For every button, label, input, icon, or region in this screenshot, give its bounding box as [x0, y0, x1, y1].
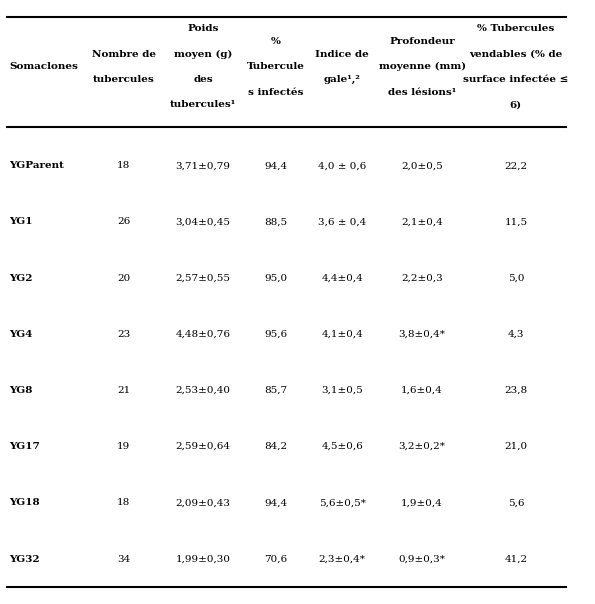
Text: 3,04±0,45: 3,04±0,45 — [176, 217, 231, 226]
Text: 3,6 ± 0,4: 3,6 ± 0,4 — [318, 217, 367, 226]
Text: 4,3: 4,3 — [508, 330, 524, 339]
Text: 4,1±0,4: 4,1±0,4 — [321, 330, 363, 339]
Text: 2,09±0,43: 2,09±0,43 — [176, 498, 231, 507]
Text: 2,1±0,4: 2,1±0,4 — [401, 217, 443, 226]
Text: 3,8±0,4*: 3,8±0,4* — [399, 330, 446, 339]
Text: 22,2: 22,2 — [505, 161, 527, 170]
Text: moyen (g): moyen (g) — [174, 50, 233, 59]
Text: 2,53±0,40: 2,53±0,40 — [176, 386, 231, 395]
Text: %: % — [271, 37, 281, 46]
Text: Tubercule: Tubercule — [247, 62, 305, 71]
Text: 4,0 ± 0,6: 4,0 ± 0,6 — [318, 161, 367, 170]
Text: vendables (% de: vendables (% de — [469, 50, 562, 59]
Text: 41,2: 41,2 — [505, 554, 527, 564]
Text: moyenne (mm): moyenne (mm) — [378, 62, 466, 71]
Text: YG18: YG18 — [9, 498, 39, 507]
Text: des lésions¹: des lésions¹ — [388, 88, 456, 97]
Text: 2,3±0,4*: 2,3±0,4* — [319, 554, 365, 564]
Text: Nombre de: Nombre de — [92, 50, 156, 59]
Text: 70,6: 70,6 — [265, 554, 287, 564]
Text: YGParent: YGParent — [9, 161, 64, 170]
Text: tubercules: tubercules — [93, 75, 155, 84]
Text: YG8: YG8 — [9, 386, 32, 395]
Text: Indice de: Indice de — [315, 50, 369, 59]
Text: % Tubercules: % Tubercules — [477, 24, 555, 33]
Text: YG4: YG4 — [9, 330, 32, 339]
Text: 23,8: 23,8 — [505, 386, 527, 395]
Text: Poids: Poids — [187, 24, 219, 33]
Text: 26: 26 — [117, 217, 130, 226]
Text: 85,7: 85,7 — [265, 386, 287, 395]
Text: 21: 21 — [117, 386, 130, 395]
Text: 4,48±0,76: 4,48±0,76 — [176, 330, 231, 339]
Text: 3,71±0,79: 3,71±0,79 — [176, 161, 231, 170]
Text: Profondeur: Profondeur — [389, 37, 455, 46]
Text: 5,6±0,5*: 5,6±0,5* — [319, 498, 365, 507]
Text: 1,6±0,4: 1,6±0,4 — [401, 386, 443, 395]
Text: 1,9±0,4: 1,9±0,4 — [401, 498, 443, 507]
Text: tubercules¹: tubercules¹ — [170, 100, 236, 109]
Text: 5,0: 5,0 — [508, 274, 524, 283]
Text: 84,2: 84,2 — [265, 442, 287, 451]
Text: 95,0: 95,0 — [265, 274, 287, 283]
Text: 6): 6) — [510, 100, 522, 109]
Text: 1,99±0,30: 1,99±0,30 — [176, 554, 231, 564]
Text: 94,4: 94,4 — [265, 498, 287, 507]
Text: 2,2±0,3: 2,2±0,3 — [401, 274, 443, 283]
Text: des: des — [193, 75, 213, 84]
Text: YG32: YG32 — [9, 554, 39, 564]
Text: 88,5: 88,5 — [265, 217, 287, 226]
Text: 2,57±0,55: 2,57±0,55 — [176, 274, 231, 283]
Text: 3,2±0,2*: 3,2±0,2* — [399, 442, 446, 451]
Text: 94,4: 94,4 — [265, 161, 287, 170]
Text: gale¹,²: gale¹,² — [324, 75, 361, 84]
Text: 23: 23 — [117, 330, 130, 339]
Text: 20: 20 — [117, 274, 130, 283]
Text: 4,5±0,6: 4,5±0,6 — [321, 442, 363, 451]
Text: 5,6: 5,6 — [508, 498, 524, 507]
Text: 0,9±0,3*: 0,9±0,3* — [399, 554, 446, 564]
Text: 11,5: 11,5 — [505, 217, 527, 226]
Text: 18: 18 — [117, 498, 130, 507]
Text: Somaclones: Somaclones — [9, 62, 78, 71]
Text: 19: 19 — [117, 442, 130, 451]
Text: 3,1±0,5: 3,1±0,5 — [321, 386, 363, 395]
Text: YG1: YG1 — [9, 217, 32, 226]
Text: 95,6: 95,6 — [265, 330, 287, 339]
Text: 18: 18 — [117, 161, 130, 170]
Text: 34: 34 — [117, 554, 130, 564]
Text: 2,59±0,64: 2,59±0,64 — [176, 442, 231, 451]
Text: 2,0±0,5: 2,0±0,5 — [401, 161, 443, 170]
Text: surface infectée ≤: surface infectée ≤ — [463, 75, 569, 84]
Text: 21,0: 21,0 — [505, 442, 527, 451]
Text: YG2: YG2 — [9, 274, 32, 283]
Text: 4,4±0,4: 4,4±0,4 — [321, 274, 363, 283]
Text: YG17: YG17 — [9, 442, 40, 451]
Text: s infectés: s infectés — [248, 88, 304, 97]
